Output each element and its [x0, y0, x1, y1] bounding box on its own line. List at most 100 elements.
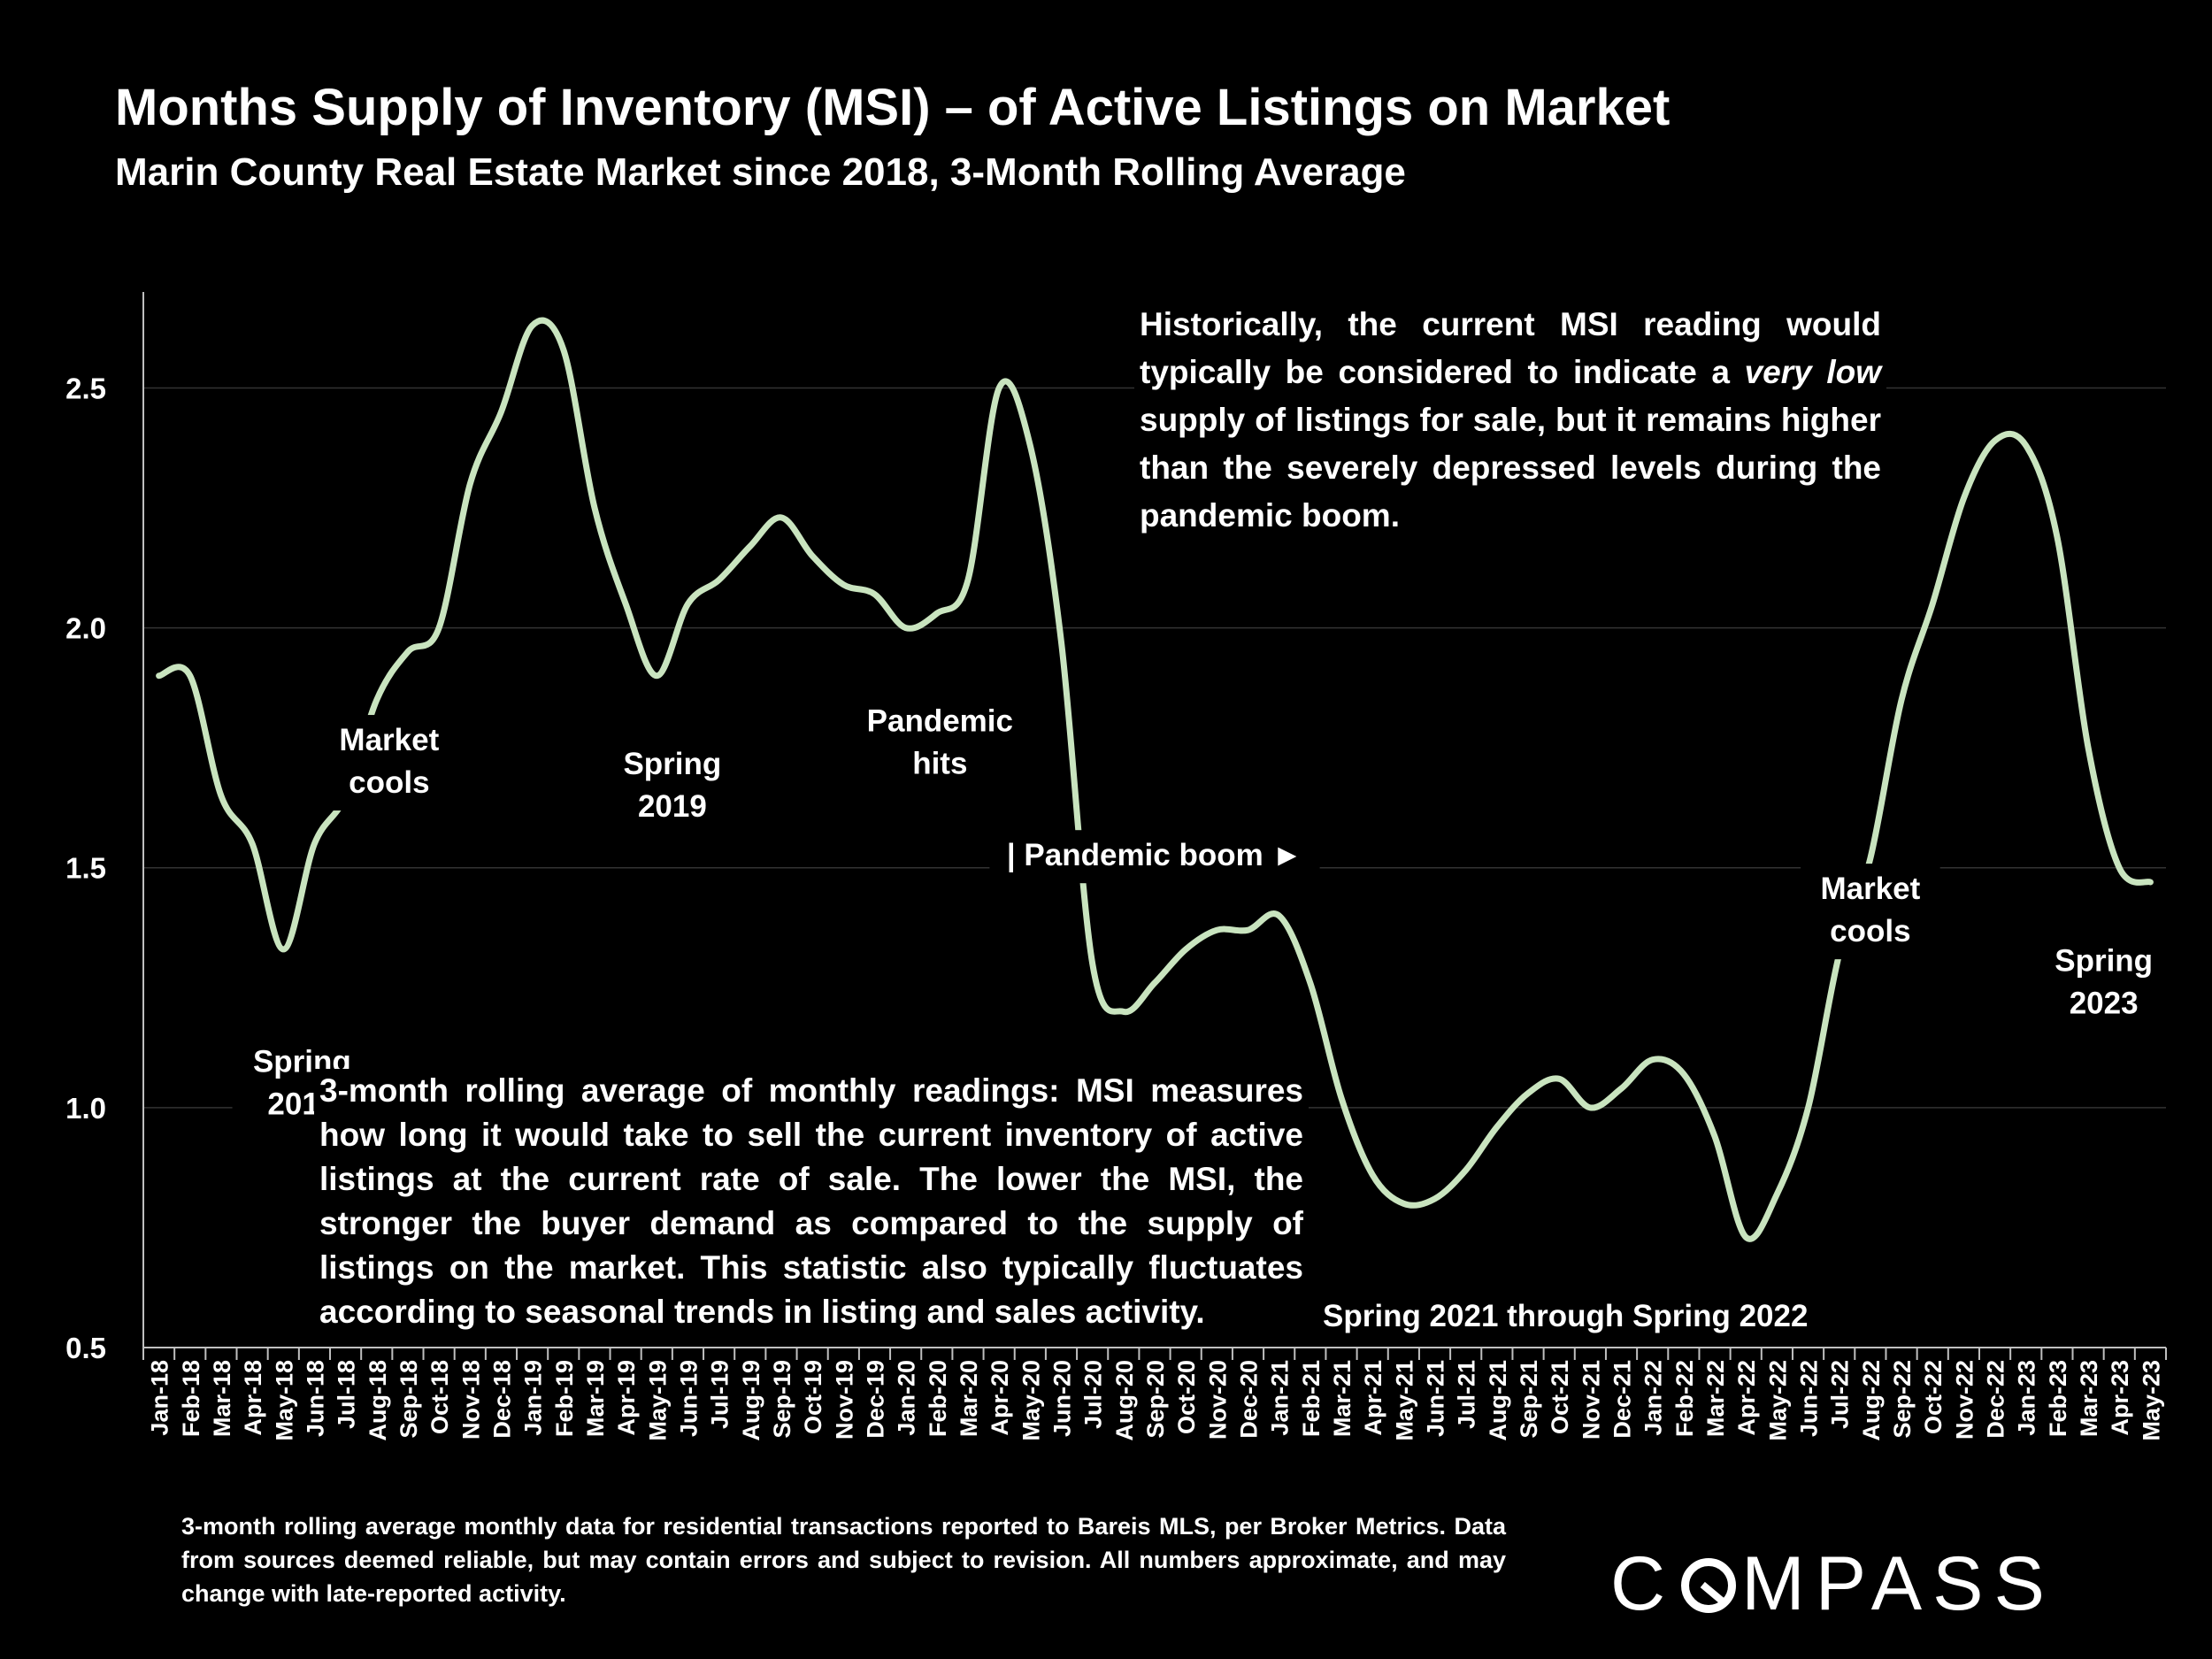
x-tick-label: Mar-23 [2076, 1360, 2102, 1437]
x-tick-label: Jan-19 [520, 1360, 547, 1436]
annotation: Spring 2019 [603, 739, 742, 835]
x-tick-label: Jan-23 [2014, 1360, 2040, 1436]
annotation-label: Market [1820, 872, 1920, 906]
y-tick-label: 2.5 [65, 372, 106, 404]
x-tick-label: Jul-19 [707, 1360, 733, 1429]
x-tick-label: Sep-18 [396, 1360, 422, 1439]
annotation: Pandemic hits [852, 695, 1027, 792]
x-tick-label: Aug-21 [1485, 1360, 1511, 1441]
chart-title: Months Supply of Inventory (MSI) – of Ac… [115, 79, 1671, 136]
x-tick-label: Feb-19 [551, 1360, 578, 1437]
x-tick-label: Jun-19 [675, 1360, 702, 1437]
x-tick-label: Nov-22 [1951, 1360, 1978, 1440]
x-tick-label: Aug-18 [365, 1360, 391, 1441]
x-tick-label: Oct-20 [1173, 1360, 1200, 1434]
annotation-background [1801, 864, 1940, 960]
compass-logo: C MPASS [1610, 1541, 2055, 1626]
x-tick-label: Apr-23 [2107, 1360, 2133, 1436]
annotation-label: cools [349, 765, 429, 800]
x-tick-label: Mar-18 [209, 1360, 235, 1437]
annotation: Market cools [1801, 864, 1940, 960]
x-tick-label: Mar-19 [582, 1360, 609, 1437]
annotation: Spring 2023 [2033, 935, 2174, 1032]
x-tick-label: Apr-21 [1360, 1360, 1386, 1436]
x-tick-label: Nov-21 [1578, 1360, 1604, 1440]
x-tick-label: May-20 [1018, 1360, 1044, 1441]
y-tick-labels: 0.5 1.0 1.5 2.0 2.5 [65, 372, 106, 1364]
x-tick-labels: Jan-18 Feb-18 Mar-18 Apr-18 May-18 Jun-18 Jul-… [147, 1360, 2165, 1441]
x-tick-label: Jan-20 [894, 1360, 920, 1436]
y-tick-label: 2.0 [65, 612, 106, 645]
x-tick-label: Mar-20 [956, 1360, 982, 1437]
x-tick-label: Feb-21 [1298, 1360, 1325, 1437]
definition-note: 3-month rolling average of monthly readi… [314, 1069, 1309, 1334]
x-tick-label: May-22 [1764, 1360, 1791, 1441]
annotation-background [319, 715, 459, 811]
x-tick-label: Nov-20 [1204, 1360, 1231, 1440]
x-tick-label: Sep-22 [1889, 1360, 1916, 1439]
annotation-label: Spring [623, 747, 721, 781]
x-tick-label: Dec-19 [862, 1360, 888, 1439]
x-tick-label: Jul-18 [334, 1360, 360, 1429]
annotation-label: Pandemic [867, 703, 1013, 738]
x-tick-label: Mar-21 [1329, 1360, 1356, 1437]
x-tick-label: Apr-20 [987, 1360, 1013, 1436]
x-tick-label: Dec-21 [1609, 1360, 1636, 1439]
compass-o-icon [1681, 1558, 1737, 1613]
x-tick-label: May-21 [1391, 1360, 1417, 1441]
x-tick-label: Oct-18 [426, 1360, 453, 1434]
x-tick-label: Sep-20 [1142, 1360, 1169, 1439]
x-tick-label: Jul-22 [1827, 1360, 1854, 1429]
x-tick-label: Apr-19 [613, 1360, 640, 1436]
y-tick-label: 0.5 [65, 1332, 106, 1364]
x-tick-label: Feb-23 [2045, 1360, 2071, 1437]
x-tick-label: Apr-18 [240, 1360, 266, 1436]
x-tick-label: Jun-18 [302, 1360, 328, 1437]
x-tick-label: Jul-21 [1454, 1360, 1480, 1429]
x-tick-label: Feb-22 [1671, 1360, 1698, 1437]
annotation-label: 2019 [638, 789, 707, 824]
annotation-background [2033, 935, 2174, 1032]
x-tick-label: Nov-19 [831, 1360, 857, 1440]
source-footnote: 3-month rolling average monthly data for… [181, 1513, 1506, 1607]
x-tick-label: May-18 [271, 1360, 297, 1441]
x-tick-label: Dec-20 [1236, 1360, 1263, 1439]
x-tick-label: Oct-19 [800, 1360, 826, 1434]
annotation-label: Spring 2021 through Spring 2022 [1323, 1299, 1808, 1333]
x-tick-label: Jan-22 [1640, 1360, 1667, 1436]
x-tick-label: Sep-19 [769, 1360, 795, 1439]
x-tick-label: Aug-19 [738, 1360, 764, 1441]
annotation-label: hits [912, 746, 967, 780]
annotation-label: cools [1830, 914, 1910, 949]
x-tick-label: Sep-21 [1516, 1360, 1542, 1439]
x-tick-label: Mar-22 [1702, 1360, 1729, 1437]
x-tick-label: Aug-20 [1111, 1360, 1138, 1441]
x-tick-label: Jul-20 [1080, 1360, 1107, 1429]
annotation-background [1279, 1290, 1853, 1344]
x-tick-label: Jun-20 [1048, 1360, 1075, 1437]
axes [142, 292, 2167, 1360]
x-tick-label: Nov-18 [457, 1360, 484, 1440]
x-tick-label: Apr-22 [1733, 1360, 1760, 1436]
annotation-label: Spring [2055, 943, 2153, 978]
x-tick-label: Dec-18 [488, 1360, 515, 1439]
x-tick-label: May-19 [644, 1360, 671, 1441]
x-tick-label: Oct-21 [1547, 1360, 1573, 1434]
historical-note: Historically, the current MSI reading wo… [1134, 301, 1886, 540]
x-tick-label: Dec-22 [1983, 1360, 2009, 1439]
x-tick-label: Jun-22 [1796, 1360, 1823, 1437]
x-tick-label: Feb-20 [925, 1360, 951, 1437]
x-tick-label: Oct-22 [1920, 1360, 1947, 1434]
x-tick-label: May-23 [2138, 1360, 2164, 1441]
annotation-background [852, 695, 1027, 792]
annotation-background [603, 739, 742, 835]
annotation: | Pandemic boom ► [989, 830, 1320, 884]
annotation-label: 2023 [2070, 986, 2139, 1020]
x-tick-label: Jan-18 [147, 1360, 173, 1436]
annotation: Market cools [319, 715, 459, 811]
x-tick-label: Jun-21 [1423, 1360, 1449, 1437]
chart-subtitle: Marin County Real Estate Market since 20… [115, 150, 1406, 194]
annotations: Spring2018MarketcoolsSpring2019Pandemich… [232, 695, 2174, 1344]
annotation-label: | Pandemic boom ► [1007, 838, 1302, 872]
